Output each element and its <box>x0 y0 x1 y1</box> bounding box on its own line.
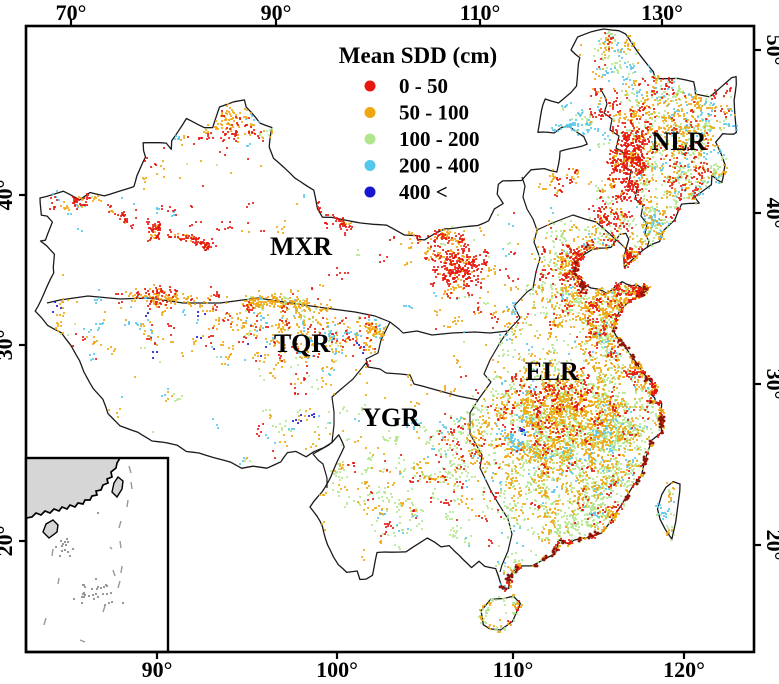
svg-text:50°: 50° <box>762 35 779 66</box>
svg-text:TQR: TQR <box>274 329 331 358</box>
svg-text:90°: 90° <box>142 657 173 682</box>
svg-text:120°: 120° <box>663 657 705 682</box>
svg-text:110°: 110° <box>493 657 534 682</box>
svg-text:100 - 200: 100 - 200 <box>399 127 480 151</box>
svg-text:20°: 20° <box>0 526 17 557</box>
svg-text:200 - 400: 200 - 400 <box>399 154 480 178</box>
svg-text:50 - 100: 50 - 100 <box>399 101 469 125</box>
svg-text:30°: 30° <box>762 369 779 400</box>
svg-text:YGR: YGR <box>362 403 420 432</box>
svg-text:90°: 90° <box>261 0 292 25</box>
svg-text:100°: 100° <box>316 657 358 682</box>
svg-text:70°: 70° <box>56 0 87 25</box>
svg-text:30°: 30° <box>0 330 17 361</box>
svg-text:40°: 40° <box>0 180 17 211</box>
svg-text:20°: 20° <box>762 530 779 561</box>
svg-text:MXR: MXR <box>270 232 332 261</box>
svg-text:0 - 50: 0 - 50 <box>399 74 448 98</box>
svg-text:NLR: NLR <box>652 127 707 156</box>
svg-text:130°: 130° <box>641 0 683 25</box>
svg-text:110°: 110° <box>460 0 501 25</box>
svg-text:400 <: 400 < <box>399 180 448 204</box>
svg-text:40°: 40° <box>762 198 779 229</box>
svg-text:ELR: ELR <box>525 357 579 386</box>
svg-text:Mean SDD (cm): Mean SDD (cm) <box>339 43 497 68</box>
